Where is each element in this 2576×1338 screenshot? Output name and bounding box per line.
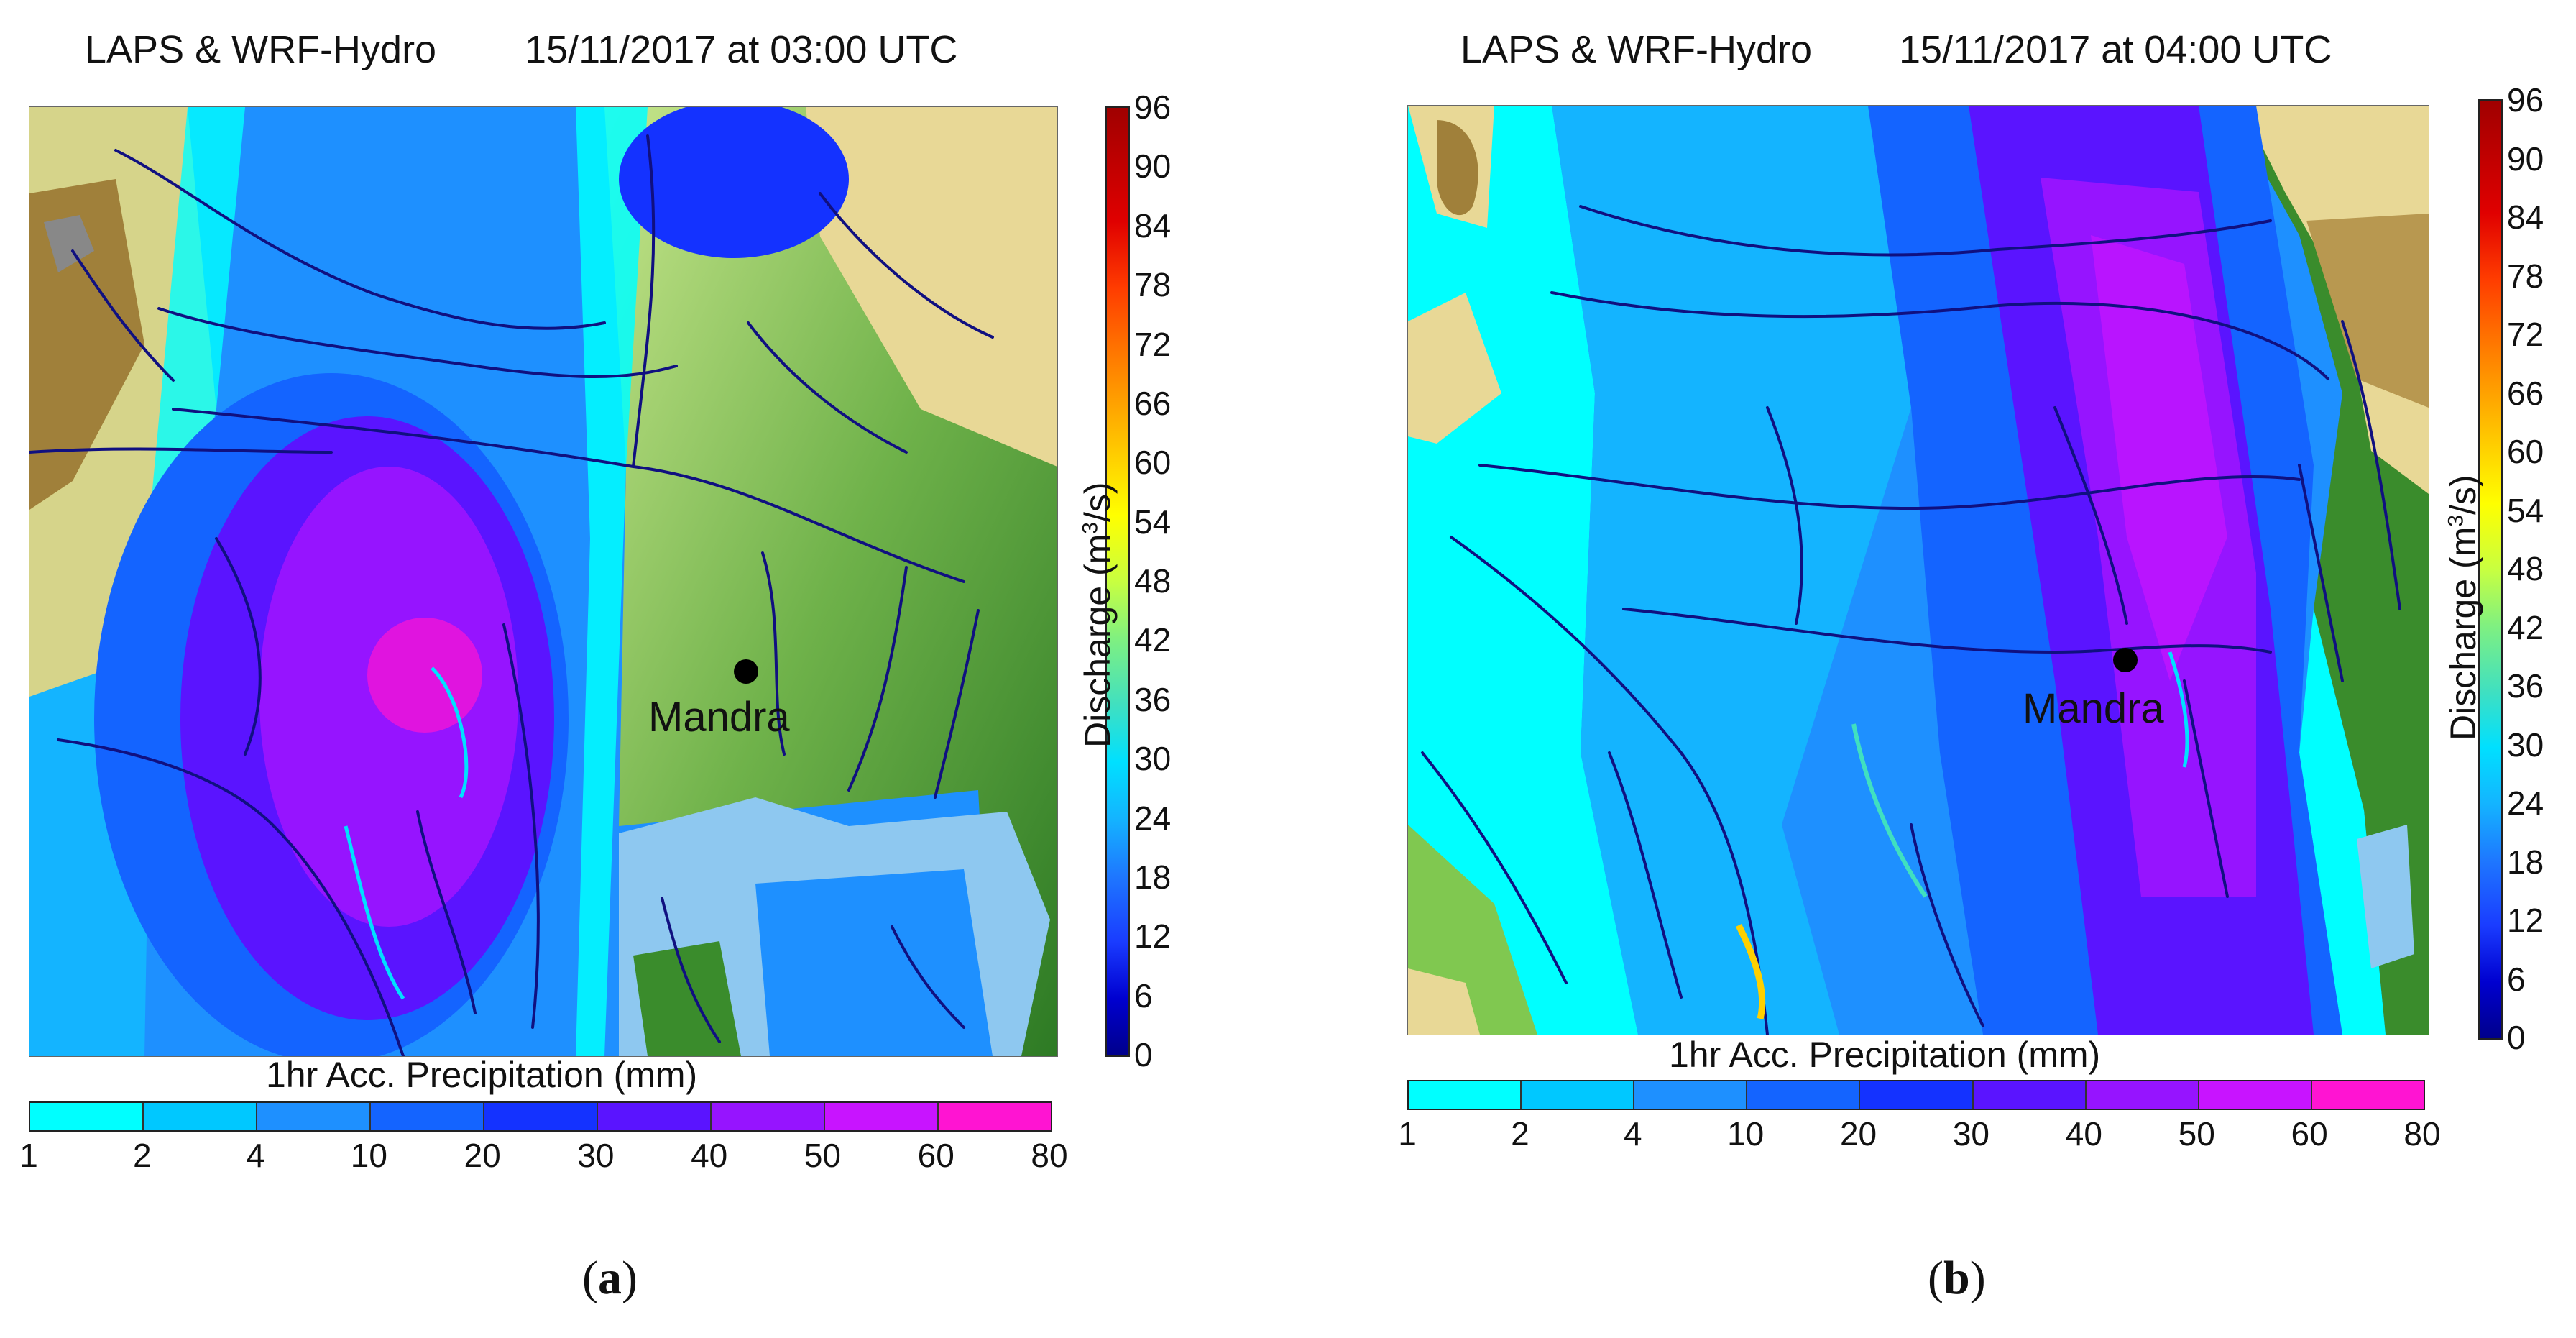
discharge-tick-label: 54 [2507,491,2544,529]
discharge-tick-label: 24 [1134,799,1172,837]
panel-a: LAPS & WRF-Hydro 15/11/2017 at 03:00 UTC [19,28,1172,1304]
precip-tick-label: 1 [1398,1115,1417,1153]
city-marker [2113,648,2138,672]
precip-swatch [2086,1081,2199,1109]
precip-tick-label: 60 [2291,1115,2328,1153]
precip-swatch [2199,1081,2312,1109]
precip-tick-label: 40 [2065,1115,2102,1153]
precip-tick-label: 40 [691,1137,728,1174]
precip-tick-label: 20 [1839,1115,1877,1153]
discharge-tick-label: 36 [2507,667,2544,705]
panel-title-right: 15/11/2017 at 04:00 UTC [1899,28,2332,71]
discharge-tick-label: 72 [1134,325,1172,363]
precip-swatch [1634,1081,1748,1109]
discharge-colorbar [2478,99,2503,1040]
discharge-tick-label: 12 [2507,902,2544,939]
discharge-tick-label: 72 [2507,316,2544,353]
precip-swatch [939,1103,1051,1130]
discharge-tick-label: 18 [2507,843,2544,881]
precip-tick-label: 10 [1727,1115,1765,1153]
precip-tick-label: 4 [1623,1115,1642,1153]
discharge-tick-label: 60 [2507,433,2544,470]
discharge-tick-label: 84 [2507,198,2544,236]
discharge-tick-label: 18 [1134,858,1172,896]
discharge-colorbar [1105,106,1130,1057]
panel-title-right: 15/11/2017 at 03:00 UTC [525,28,958,71]
discharge-tick-label: 6 [1134,976,1153,1014]
panel-caption: (a) [582,1252,638,1304]
discharge-tick-label: 78 [2507,257,2544,295]
precip-swatch [1409,1081,1522,1109]
precip-swatch [1860,1081,1974,1109]
precip-swatch [144,1103,257,1130]
precip-swatch [1522,1081,1635,1109]
discharge-tick-label: 54 [1134,503,1172,541]
discharge-tick-label: 48 [1134,562,1172,600]
precip-tick-label: 4 [246,1137,265,1174]
discharge-axis-title: Discharge (m3/s) [2443,475,2483,741]
precip-swatch [2312,1081,2424,1109]
precip-tick-label: 50 [804,1137,842,1174]
discharge-tick-label: 78 [1134,266,1172,304]
discharge-tick-label: 90 [1134,147,1172,185]
discharge-tick-label: 90 [2507,139,2544,178]
precip-tick-label: 2 [1511,1115,1530,1153]
precip-axis-title: 1hr Acc. Precipitation (mm) [1669,1035,2101,1075]
precip-swatch [371,1103,484,1130]
discharge-tick-label: 84 [1134,206,1172,244]
precip-axis-title: 1hr Acc. Precipitation (mm) [266,1055,698,1095]
discharge-tick-label: 48 [2507,550,2544,587]
discharge-tick-label: 42 [1134,621,1172,659]
precip-tick-label: 2 [132,1137,152,1174]
precip-swatch [1747,1081,1861,1109]
precip-swatch [257,1103,371,1130]
precip-colorbar [29,1101,1052,1132]
discharge-tick-label: 0 [1134,1036,1153,1073]
precip-swatch [598,1103,712,1130]
discharge-tick-label: 30 [1134,740,1172,778]
precip-tick-label: 10 [350,1137,387,1174]
city-label: Mandra [648,694,790,741]
discharge-tick-label: 96 [1134,88,1172,126]
precip-tick-label: 30 [1952,1115,1990,1153]
panel-title-left: LAPS & WRF-Hydro [1460,28,1813,71]
panel-b: LAPS & WRF-Hydro 15/11/2017 at 04:00 UTC [1288,0,2576,1338]
precipitation-map [29,106,1058,1057]
discharge-tick-label: 12 [1134,917,1172,956]
precip-tick-label: 60 [917,1137,954,1174]
discharge-tick-label: 96 [2507,81,2544,119]
discharge-tick-label: 24 [2507,784,2544,822]
discharge-tick-label: 66 [2507,374,2544,412]
precip-tick-label: 80 [2404,1115,2441,1153]
discharge-tick-label: 0 [2507,1019,2526,1056]
precip-tick-label: 80 [1031,1137,1068,1174]
precip-swatch [712,1103,825,1130]
precip-tick-label: 1 [19,1137,38,1174]
discharge-axis-title: Discharge (m3/s) [1077,482,1118,748]
discharge-tick-label: 6 [2507,960,2526,998]
city-marker [734,659,758,684]
panel-caption: (b) [1928,1252,1986,1304]
precip-tick-label: 30 [577,1137,615,1174]
discharge-tick-label: 42 [2507,608,2544,646]
precip-swatch [825,1103,939,1130]
precip-tick-label: 20 [464,1137,501,1174]
precip-swatch [484,1103,598,1130]
precip-swatch [1973,1081,2087,1109]
precip-swatch [30,1103,144,1130]
discharge-tick-label: 36 [1134,680,1172,718]
discharge-tick-label: 66 [1134,384,1172,422]
discharge-tick-label: 60 [1134,444,1172,482]
precip-colorbar [1407,1080,2425,1110]
discharge-tick-label: 30 [2507,725,2544,764]
precip-tick-label: 50 [2178,1115,2215,1153]
city-label: Mandra [2023,685,2164,732]
precipitation-map [1407,105,2429,1035]
panel-title-left: LAPS & WRF-Hydro [85,28,437,71]
